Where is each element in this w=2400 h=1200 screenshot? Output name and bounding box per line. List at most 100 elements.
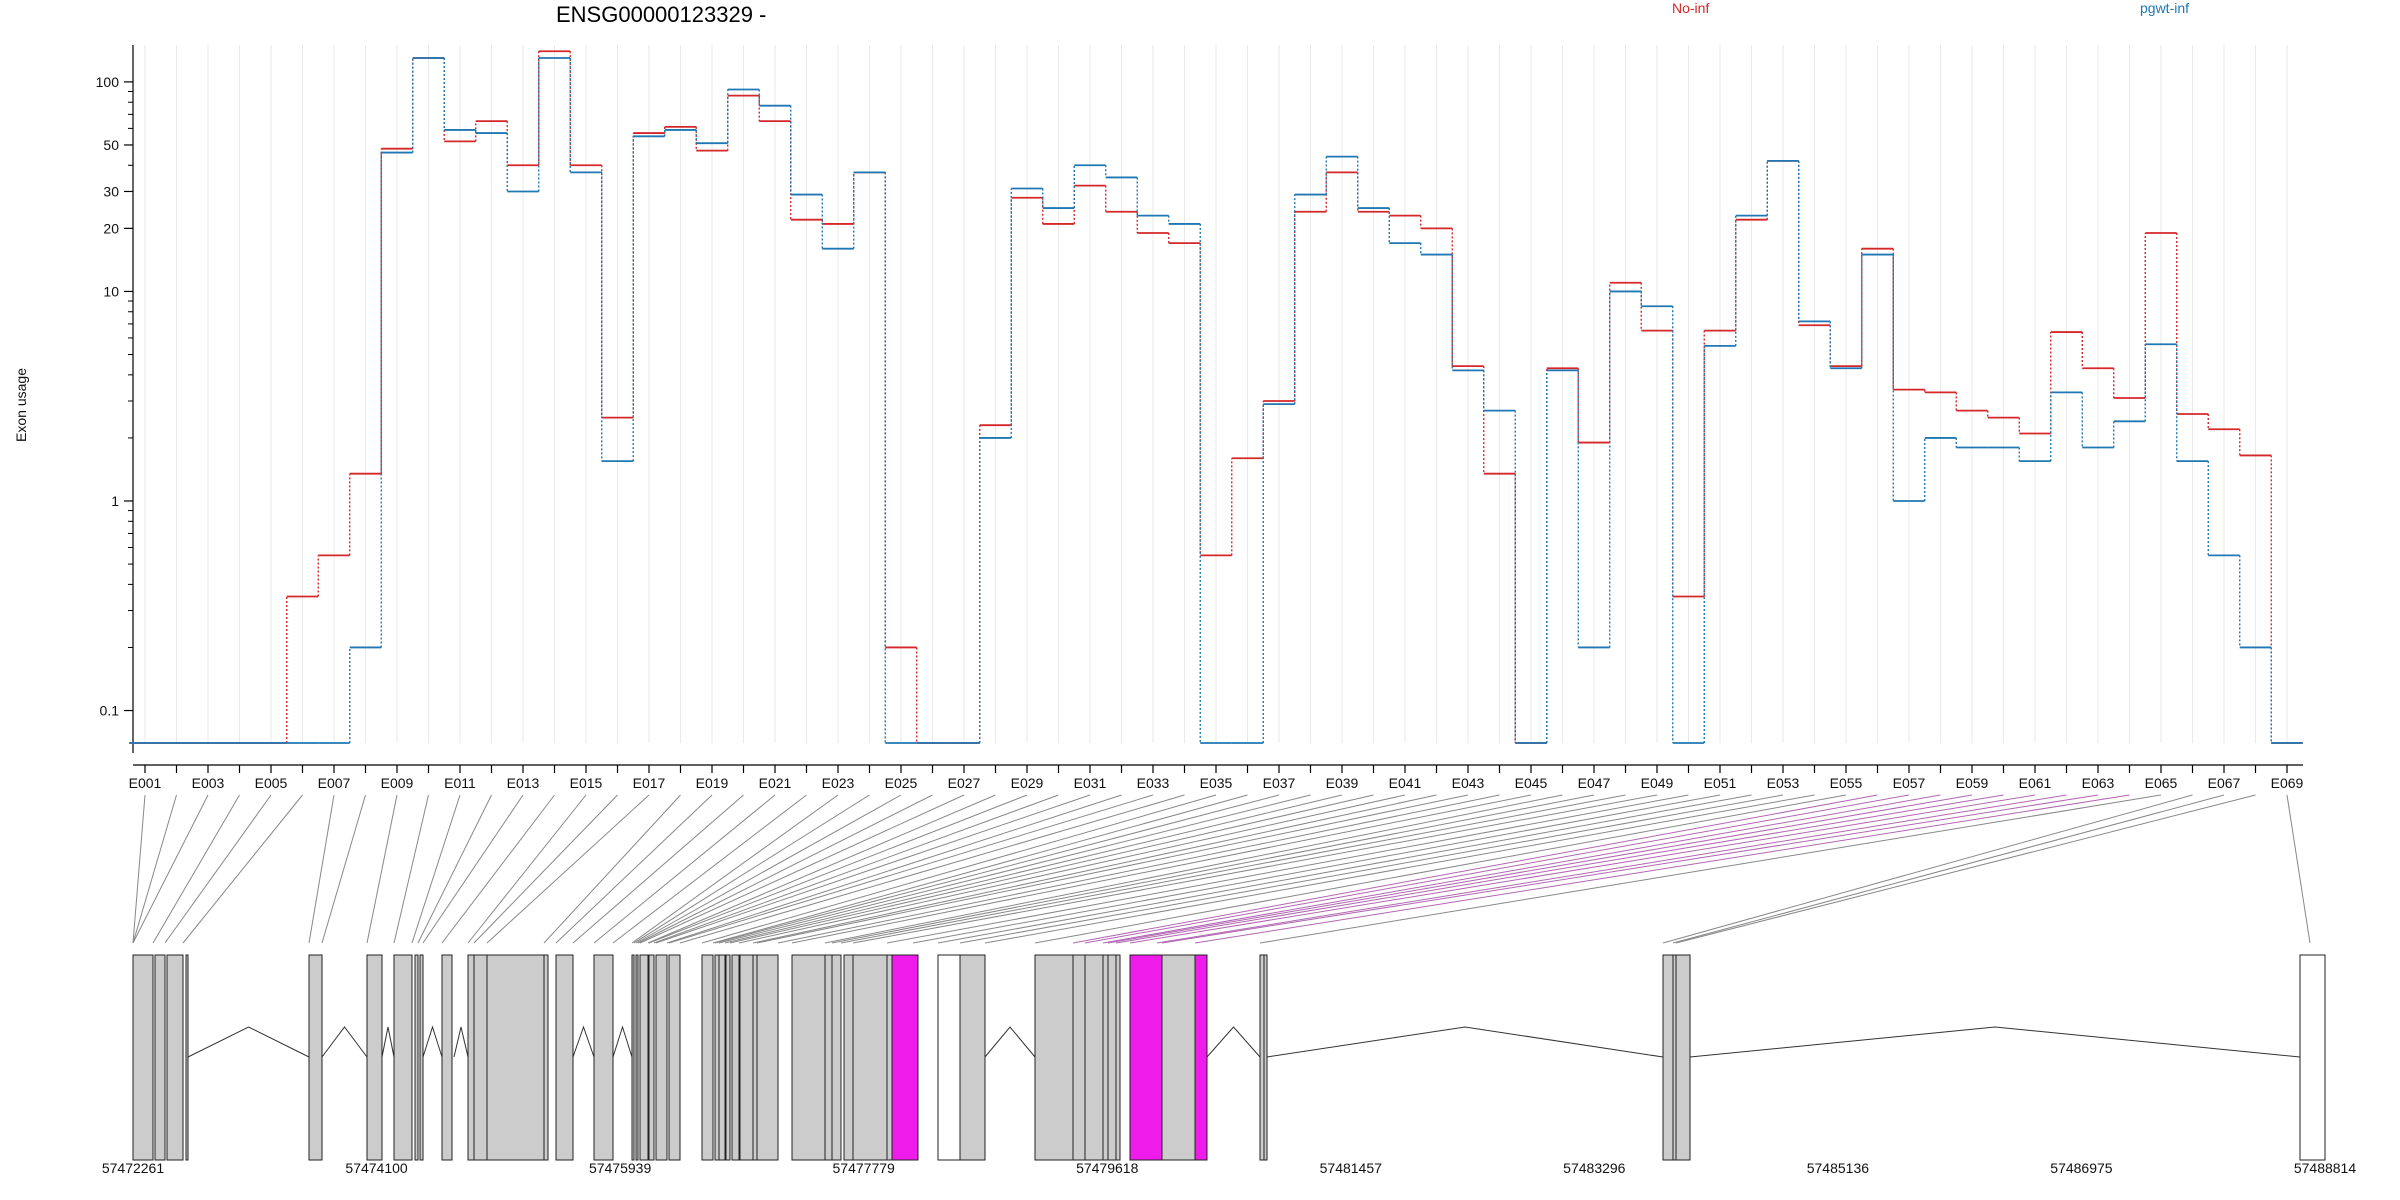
- intron-line: [381, 1026, 395, 1058]
- exon-connector: [1675, 794, 2256, 944]
- y-tick-label: 30: [103, 183, 119, 199]
- coordinate-label: 57474100: [345, 1160, 408, 1176]
- x-ticks: E001 E003 E005 E007 E009 E011 E013 E015 E017 E019…: [129, 765, 2304, 791]
- y-tick-label: 0.1: [100, 703, 120, 719]
- series-pgwt-inf: [129, 57, 2303, 744]
- x-tick-label: E059: [1956, 775, 1989, 791]
- exon-block: [467, 954, 475, 1161]
- exon-connector: [831, 794, 1595, 944]
- exon-block: [555, 954, 574, 1161]
- exon-block: [752, 954, 758, 1161]
- intron-line: [321, 1026, 368, 1058]
- exon-connector: [840, 794, 1626, 944]
- exon-connector: [1194, 794, 2130, 944]
- exon-block: [1107, 954, 1117, 1161]
- exon-connector: [411, 794, 461, 944]
- intron-line: [422, 1025, 443, 1058]
- exon-block: [2299, 954, 2326, 1161]
- series-riser: [349, 58, 2272, 743]
- exon-block: [185, 954, 189, 1161]
- x-tick-label: E063: [2082, 775, 2115, 791]
- x-tick-label: E067: [2208, 775, 2241, 791]
- exon-block: [441, 954, 453, 1161]
- exon-connector: [852, 794, 1658, 944]
- exon-block: [756, 954, 779, 1161]
- x-tick-label: E003: [192, 775, 225, 791]
- exon-connector: [422, 794, 524, 944]
- exon-block: [701, 954, 714, 1161]
- intron-line: [453, 1026, 469, 1058]
- exon-block: [1102, 954, 1109, 1161]
- exon-connectors: [132, 794, 2311, 944]
- intron-line: [187, 1026, 310, 1058]
- exon-connector: [718, 794, 1311, 944]
- exon-block: [725, 954, 731, 1161]
- coordinate-label: 57475939: [589, 1160, 652, 1176]
- exon-block: [154, 954, 166, 1161]
- exon-block: [1034, 954, 1074, 1161]
- exon-block: [655, 954, 668, 1161]
- exon-connector: [486, 794, 650, 944]
- exon-connector: [756, 794, 1469, 944]
- x-tick-label: E009: [381, 775, 414, 791]
- exon-connector: [1115, 794, 2004, 944]
- y-tick-label: 20: [103, 220, 119, 236]
- x-tick-label: E027: [948, 775, 981, 791]
- intron-line: [984, 1026, 1036, 1058]
- exon-block: [1675, 954, 1691, 1161]
- exon-connector: [791, 794, 1532, 944]
- x-tick-label: E017: [633, 775, 666, 791]
- exon-block: [791, 954, 826, 1161]
- exon-block: [824, 954, 833, 1161]
- exon-connector: [752, 794, 1437, 944]
- x-tick-label: E037: [1263, 775, 1296, 791]
- exon-connector: [714, 794, 1280, 944]
- intron-line: [612, 1025, 633, 1058]
- intron-line: [1689, 1026, 2301, 1058]
- x-tick-label: E007: [318, 775, 351, 791]
- exon-block: [593, 954, 614, 1161]
- exon-connector: [631, 794, 839, 944]
- exon-block: [831, 954, 842, 1161]
- exon-connector: [132, 794, 209, 944]
- exon-connector: [473, 794, 618, 944]
- x-tick-label: E065: [2145, 775, 2178, 791]
- x-tick-label: E015: [570, 775, 603, 791]
- exon-connector: [777, 794, 1500, 944]
- exon-block: [419, 954, 424, 1161]
- x-tick-label: E043: [1452, 775, 1485, 791]
- exon-connector: [912, 794, 1721, 944]
- exon-connector: [1034, 794, 1847, 944]
- legend-entry-no-inf: No-inf: [1672, 0, 1709, 16]
- exon-block: [1259, 954, 1265, 1161]
- exon-connector: [1084, 794, 1910, 944]
- x-tick-label: E001: [129, 775, 162, 791]
- exon-connector: [701, 794, 1217, 944]
- exon-connector: [152, 794, 240, 944]
- axes: [132, 45, 2303, 766]
- chart-title: ENSG00000123329 -: [556, 2, 766, 27]
- exon-block: [486, 954, 545, 1161]
- exon-connector: [2286, 794, 2311, 944]
- x-tick-label: E055: [1830, 775, 1863, 791]
- x-tick-label: E045: [1515, 775, 1548, 791]
- exon-connector: [164, 794, 272, 944]
- exon-connector: [555, 794, 713, 944]
- exon-connector: [572, 794, 744, 944]
- exon-connector: [668, 794, 1154, 944]
- exon-connector: [679, 794, 1185, 944]
- coordinate-label: 57472261: [102, 1160, 165, 1176]
- y-tick-label: 10: [103, 283, 119, 299]
- y-tick-label: 50: [103, 137, 119, 153]
- exon-connector: [824, 794, 1563, 944]
- exon-block: [739, 954, 754, 1161]
- x-tick-label: E005: [255, 775, 288, 791]
- exon-block: [1115, 954, 1121, 1161]
- coordinate-label: 57488814: [2294, 1160, 2357, 1176]
- intron-line: [572, 1025, 595, 1058]
- coordinate-label: 57485136: [1807, 1160, 1870, 1176]
- exon-block: [843, 954, 854, 1161]
- exon-connector: [1129, 794, 2036, 944]
- exon-connector: [1161, 794, 2099, 944]
- coordinate-label: 57486975: [2050, 1160, 2113, 1176]
